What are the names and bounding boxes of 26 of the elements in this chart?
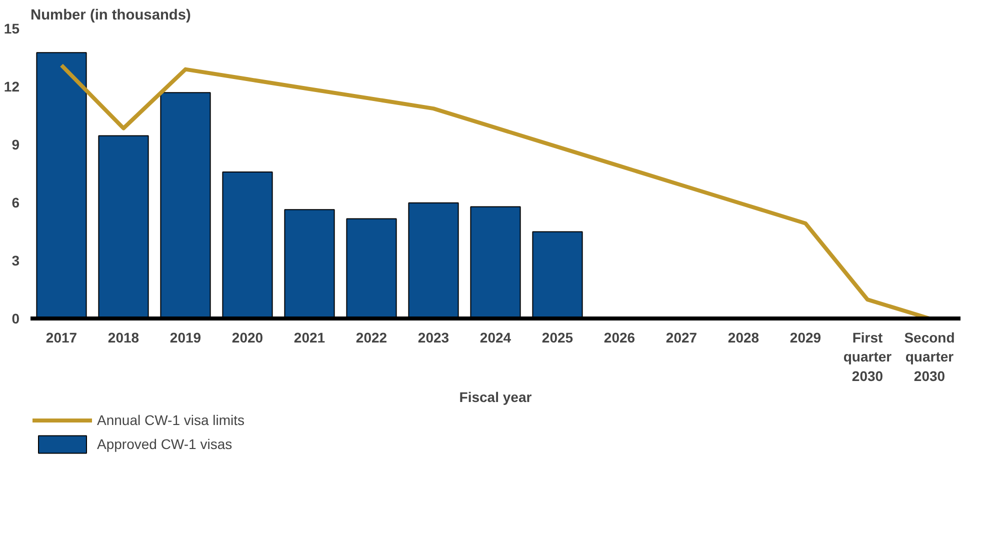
x-tick-label: First quarter 2030 (843, 330, 892, 384)
x-axis-title: Fiscal year (459, 388, 532, 405)
y-tick-label: 3 (12, 252, 20, 268)
y-tick-label: 12 (4, 78, 20, 94)
x-tick-label: 2022 (356, 330, 388, 346)
x-tick-label: 2025 (542, 330, 574, 346)
line-series (60, 63, 932, 318)
y-tick-label: 9 (12, 136, 20, 152)
legend-label: Annual CW-1 visa limits (97, 412, 245, 428)
x-tick-label: Second quarter 2030 (904, 330, 955, 384)
x-tick-label: 2020 (232, 330, 264, 346)
y-tick-label: 6 (12, 194, 20, 210)
x-tick-label: 2019 (170, 330, 202, 346)
x-tick-label: 2029 (790, 330, 822, 346)
x-tick-label: 2021 (294, 330, 326, 346)
x-tick-label: 2018 (108, 330, 140, 346)
x-tick-label: 2024 (480, 330, 512, 346)
x-tick-label: 2028 (728, 330, 760, 346)
legend-label: Approved CW-1 visas (97, 436, 232, 452)
x-tick-label: 2017 (46, 330, 78, 346)
y-tick-label: 15 (4, 20, 20, 36)
x-tick-label: 2026 (604, 330, 636, 346)
x-tick-label: 2023 (418, 330, 450, 346)
y-tick-label: 0 (12, 310, 20, 326)
y-axis-title: Number (in thousands) (30, 8, 192, 24)
x-tick-label: 2027 (666, 330, 698, 346)
